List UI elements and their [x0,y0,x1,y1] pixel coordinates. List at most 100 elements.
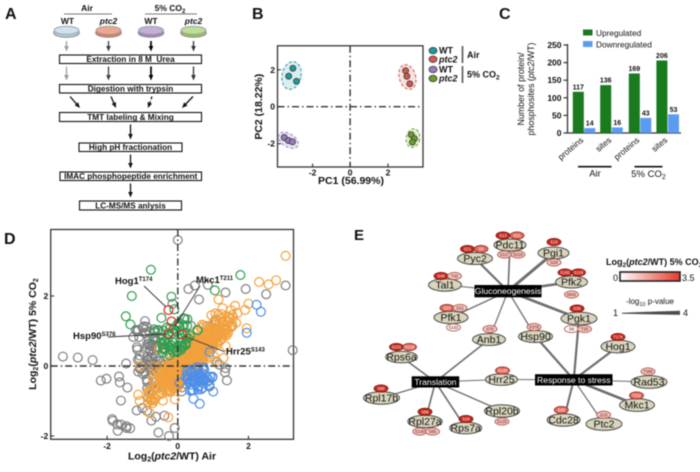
svg-text:Log2(ptc2/WT) 5% CO2: Log2(ptc2/WT) 5% CO2 [27,278,40,390]
svg-text:S163: S163 [449,325,459,330]
svg-text:LC-MS/MS anlysis: LC-MS/MS anlysis [95,202,166,211]
svg-text:43: 43 [642,110,650,117]
svg-text:Digestion with trypsin: Digestion with trypsin [88,85,174,94]
svg-text:S15: S15 [550,240,558,245]
svg-text:-2: -2 [267,139,275,149]
svg-text:1: 1 [613,308,618,318]
svg-text:S96: S96 [421,409,429,414]
svg-text:Pyc2: Pyc2 [463,253,487,265]
svg-text:Rpl27a: Rpl27a [408,416,441,428]
svg-text:-2: -2 [309,168,317,178]
svg-text:S119: S119 [405,345,415,350]
svg-text:Ptc2: Ptc2 [593,419,614,431]
svg-text:-2: -2 [103,441,111,451]
svg-text:2: 2 [270,65,275,75]
svg-text:Rpl17b: Rpl17b [365,393,398,405]
svg-text:Air: Air [467,50,480,60]
svg-text:Hog1: Hog1 [605,341,630,353]
svg-text:Response to stress: Response to stress [537,375,611,385]
svg-text:S231: S231 [392,345,402,350]
svg-text:Log2(ptc2/WT) Air: Log2(ptc2/WT) Air [128,451,216,464]
svg-text:0: 0 [557,128,562,138]
svg-text:S85: S85 [429,429,437,434]
svg-text:0: 0 [43,361,48,371]
svg-text:T174: T174 [613,335,623,340]
svg-text:Rad53: Rad53 [634,377,665,389]
svg-text:A: A [5,6,17,23]
svg-text:Cdc28: Cdc28 [548,415,579,427]
svg-text:Hsp90: Hsp90 [520,331,551,343]
svg-text:Upregulated: Upregulated [596,28,642,38]
svg-text:S36: S36 [573,306,581,311]
svg-text:Gluconeogenesis: Gluconeogenesis [475,286,541,296]
svg-text:S192: S192 [560,270,570,275]
svg-text:Tal1: Tal1 [435,280,454,292]
svg-text:S76: S76 [486,327,494,332]
svg-text:Pfk2: Pfk2 [561,277,582,289]
svg-text:S118: S118 [574,270,584,275]
svg-text:Hrr25: Hrr25 [488,374,514,386]
svg-text:Rps7a: Rps7a [451,423,482,435]
svg-text:Anb1: Anb1 [477,334,502,346]
svg-text:T380: T380 [643,369,653,374]
svg-text:S125: S125 [497,419,507,424]
svg-text:High pH fractionation: High pH fractionation [89,143,172,152]
svg-text:S21: S21 [513,233,521,238]
svg-text:Mkc1: Mkc1 [624,400,649,412]
svg-text:206: 206 [656,53,668,60]
svg-text:Air: Air [81,3,94,13]
svg-text:S21: S21 [464,247,472,252]
svg-text:117: 117 [573,84,584,91]
svg-text:IMAC phosphopeptide enrichment: IMAC phosphopeptide enrichment [64,172,198,181]
svg-text:4: 4 [683,308,688,318]
svg-text:S28: S28 [550,260,558,265]
svg-text:53: 53 [670,107,678,114]
svg-text:Extraction in 8 M Urea: Extraction in 8 M Urea [86,55,175,64]
svg-text:Air: Air [589,169,601,180]
svg-text:Pgk1: Pgk1 [567,313,591,325]
svg-text:PC1 (56.99%): PC1 (56.99%) [318,175,384,187]
svg-text:S43: S43 [558,408,566,413]
svg-text:2: 2 [43,291,48,301]
svg-text:5% CO2: 5% CO2 [631,169,666,181]
svg-text:S378: S378 [529,325,539,330]
svg-text:Pgi1: Pgi1 [543,248,564,260]
svg-text:Rps6a: Rps6a [386,352,417,364]
svg-text:136: 136 [600,78,612,85]
svg-text:169: 169 [628,66,640,73]
svg-text:0: 0 [175,441,180,451]
svg-text:0: 0 [613,273,618,283]
svg-text:TMT labeling & Mixing: TMT labeling & Mixing [87,113,173,122]
svg-text:Pfk1: Pfk1 [440,312,461,324]
svg-text:S20: S20 [443,306,451,311]
svg-text:S9: S9 [478,247,484,252]
svg-text:D: D [4,231,16,248]
svg-text:T20: T20 [581,327,589,332]
svg-text:250: 250 [547,40,561,50]
svg-text:WT: WT [144,16,158,26]
svg-text:Number of protein/: Number of protein/ [516,52,526,125]
svg-text:200: 200 [547,58,561,68]
svg-text:3.5: 3.5 [682,273,695,283]
svg-text:Rpl20b: Rpl20b [485,406,518,418]
svg-text:ptc2: ptc2 [438,74,458,84]
svg-text:50: 50 [552,110,562,120]
svg-text:S21: S21 [456,306,464,311]
svg-text:S117: S117 [500,252,510,257]
svg-text:S48: S48 [437,274,445,279]
svg-text:E: E [354,227,364,244]
svg-text:S13: S13 [499,233,507,238]
svg-text:-2: -2 [41,431,49,441]
svg-text:S143: S143 [498,368,508,373]
svg-text:0: 0 [270,102,275,112]
svg-text:S29: S29 [462,417,470,422]
svg-text:B: B [252,6,264,23]
svg-text:16: 16 [613,120,621,127]
svg-text:S216: S216 [513,252,523,257]
svg-text:ptc2: ptc2 [99,16,118,26]
svg-text:100: 100 [547,93,561,103]
svg-text:Pdc11: Pdc11 [496,240,525,252]
svg-text:Translation: Translation [414,377,456,387]
svg-text:T211: T211 [632,393,642,398]
svg-text:T42: T42 [451,274,459,279]
